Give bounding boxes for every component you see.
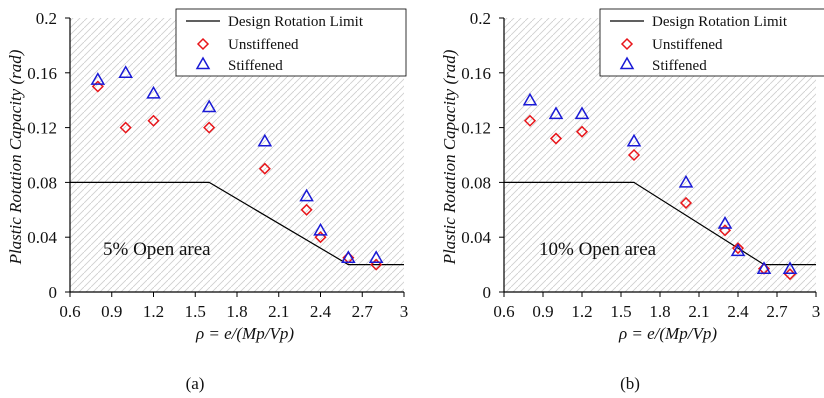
unstiffened-point (258, 162, 271, 175)
x-tick-label: 0.6 (59, 302, 80, 321)
open-area-annotation: 5% Open area (103, 239, 211, 260)
y-tick-label: 0.16 (27, 64, 57, 83)
x-tick-label: 0.9 (532, 302, 553, 321)
y-tick-label: 0.2 (470, 9, 491, 28)
y-tick-label: 0.16 (461, 64, 491, 83)
unstiffened-point (203, 121, 216, 134)
legend-label: Unstiffened (228, 37, 299, 53)
y-tick-label: 0.04 (461, 228, 491, 247)
stiffened-point (146, 85, 161, 99)
stiffened-point (730, 243, 746, 257)
legend-triangle-swatch (195, 56, 211, 70)
legend: Design Rotation Limit Unstiffened Stiffene… (175, 8, 407, 77)
x-tick-label: 3 (812, 302, 821, 321)
unstiffened-point (731, 242, 745, 255)
unstiffened-point (300, 203, 313, 216)
unstiffened-point (627, 148, 641, 162)
x-tick-label: 0.6 (493, 302, 514, 321)
stiffened-point (782, 261, 798, 274)
stiffened-point (548, 106, 564, 120)
chart-panel-1: 0 0.04 0.08 0.12 0.16 0.2 0.6 0.9 1.2 1.5 1.8 2.1 2.… (6, 8, 409, 393)
x-tick-label: 1.5 (185, 302, 206, 321)
legend-label: Unstiffened (652, 37, 723, 53)
x-tick-label: 3 (400, 302, 409, 321)
panel-caption: (a) (186, 374, 205, 393)
legend: Design Rotation Limit Unstiffened Stiffene… (599, 8, 824, 77)
unstiffened-point (679, 196, 693, 210)
y-tick-label: 0.2 (36, 9, 57, 28)
x-tick-label: 1.8 (649, 302, 670, 321)
stiffened-point (341, 250, 356, 263)
x-tick-label: 2.1 (268, 302, 289, 321)
chart-panel-2: 0 0.04 0.08 0.12 0.16 0.2 0.6 0.9 1.2 1.5 1.8 2.1 2.… (440, 8, 824, 393)
stiffened-point (368, 250, 384, 263)
y-tick-label: 0.12 (461, 119, 491, 138)
design-rotation-limit-line (504, 181, 816, 266)
unstiffened-point (575, 125, 589, 138)
stiffened-point (313, 222, 328, 236)
x-tick-label: 2.4 (727, 302, 749, 321)
unstiffened-point (549, 132, 563, 145)
stiffened-point (574, 106, 590, 120)
stiffened-point (90, 72, 106, 85)
x-tick-label: 2.4 (310, 302, 332, 321)
legend-label: Design Rotation Limit (228, 14, 364, 30)
unstiffened-point (119, 121, 132, 134)
y-tick-label: 0 (483, 283, 492, 302)
legend-label: Design Rotation Limit (652, 14, 788, 30)
panel-caption: (b) (620, 374, 640, 393)
x-tick-label: 0.9 (101, 302, 122, 321)
x-tick-label: 2.7 (352, 302, 374, 321)
unstiffened-point (523, 114, 537, 127)
legend-diamond-swatch (196, 37, 210, 51)
legend-box (175, 8, 407, 77)
open-area-annotation: 10% Open area (539, 239, 657, 260)
y-tick-label: 0.08 (461, 173, 491, 192)
x-axis-label: ρ = e/(Mp/Vp) (618, 324, 717, 343)
y-tick-label: 0 (49, 283, 58, 302)
x-tick-label: 1.5 (610, 302, 631, 321)
y-tick-label: 0.08 (27, 173, 57, 192)
x-axis-label: ρ = e/(Mp/Vp) (195, 324, 294, 343)
y-axis-label: Plastic Rotation Capacity (rad) (440, 49, 459, 265)
legend-triangle-swatch (619, 56, 635, 70)
stiffened-point (678, 174, 694, 188)
stiffened-point (626, 133, 642, 147)
legend-label: Stiffened (228, 58, 283, 74)
design-rotation-limit-line (70, 181, 404, 266)
y-tick-label: 0.04 (27, 228, 57, 247)
stiffened-point (118, 65, 133, 79)
x-tick-label: 2.1 (688, 302, 709, 321)
stiffened-point (257, 133, 273, 147)
x-tick-label: 1.2 (143, 302, 164, 321)
y-axis-label: Plastic Rotation Capacity (rad) (6, 49, 25, 265)
stiffened-point (201, 99, 217, 113)
x-tick-label: 2.7 (766, 302, 788, 321)
legend-label: Stiffened (652, 58, 707, 74)
stiffened-point (299, 188, 314, 202)
legend-diamond-swatch (620, 37, 634, 51)
stiffened-point (717, 215, 733, 229)
stiffened-point (756, 261, 772, 274)
x-tick-label: 1.8 (226, 302, 247, 321)
unstiffened-point (147, 114, 160, 127)
x-tick-label: 1.2 (571, 302, 592, 321)
legend-box (599, 8, 824, 77)
stiffened-point (522, 92, 538, 106)
y-tick-label: 0.12 (27, 119, 57, 138)
